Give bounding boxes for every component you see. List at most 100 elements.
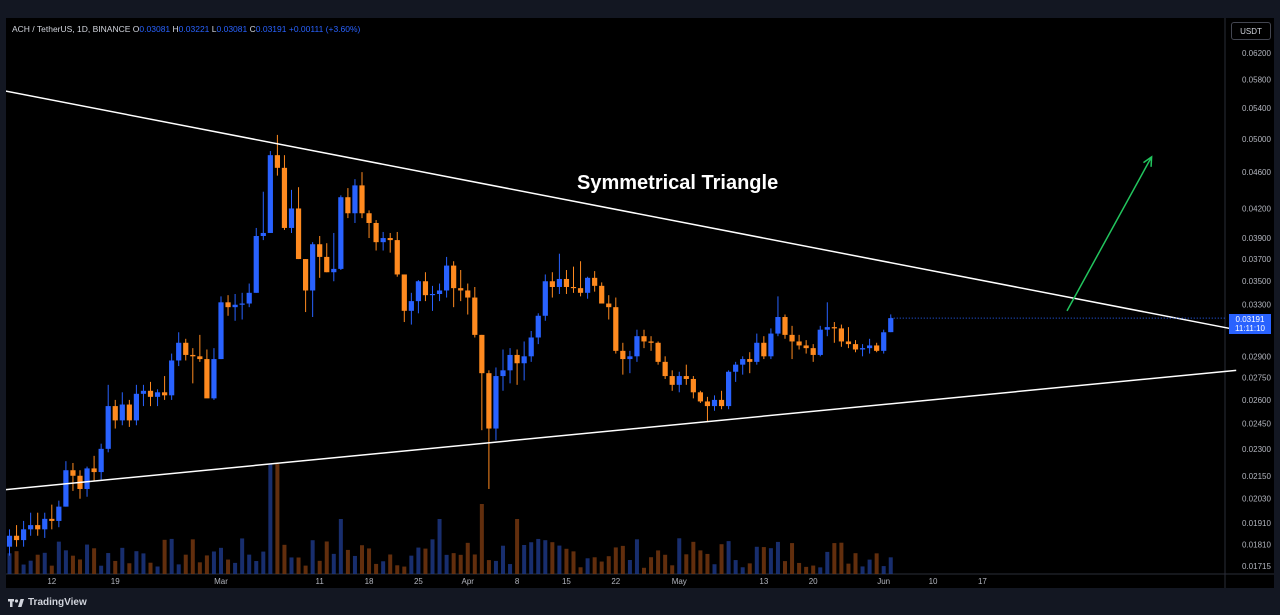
- candle-body: [274, 155, 280, 168]
- candle-body: [429, 293, 436, 296]
- candle-body: [874, 345, 880, 351]
- candle-body: [747, 359, 753, 362]
- volume-bar: [557, 545, 562, 574]
- volume-bar: [677, 538, 682, 574]
- candle-body: [260, 232, 266, 237]
- volume-bar: [268, 464, 273, 574]
- candle-body: [465, 290, 471, 298]
- x-tick-label: 10: [929, 577, 938, 586]
- volume-bar: [747, 563, 752, 574]
- x-tick-label: 11: [316, 577, 325, 586]
- breakout-arrow-head: [1143, 155, 1153, 167]
- y-tick-label: 0.04600: [1242, 168, 1271, 177]
- volume-bar: [536, 538, 541, 574]
- last-price-value: 0.03191: [1235, 315, 1265, 324]
- volume-bar: [761, 547, 766, 574]
- currency-button[interactable]: USDT: [1231, 22, 1271, 40]
- volume-bar: [444, 554, 449, 574]
- y-tick-label: 0.02150: [1242, 472, 1271, 481]
- candle-body: [493, 376, 499, 429]
- price-chart[interactable]: 0.06200 0.05800 0.05400 0.05000 0.04600 0.042…: [6, 18, 1274, 588]
- volume-bar: [99, 565, 104, 574]
- symbol-name[interactable]: ACH / TetherUS, 1D, BINANCE: [12, 24, 131, 34]
- candle-body: [500, 370, 506, 377]
- x-tick-label: 13: [759, 577, 768, 586]
- y-tick-label: 0.04200: [1242, 204, 1271, 213]
- chart-panel[interactable]: 0.06200 0.05800 0.05400 0.05000 0.04600 0.042…: [6, 18, 1274, 588]
- volume-bar: [825, 551, 830, 574]
- volume-bar: [846, 563, 851, 574]
- volume-bar: [818, 567, 823, 574]
- candle-body: [486, 373, 492, 429]
- candle-body: [669, 376, 675, 385]
- x-tick-label: Apr: [462, 577, 475, 586]
- volume-bar: [211, 551, 216, 574]
- volume-bar: [197, 562, 202, 574]
- volume-bar: [698, 550, 703, 574]
- high-value: 0.03221: [178, 24, 210, 34]
- volume-bar: [775, 541, 780, 574]
- candle-body: [824, 327, 830, 330]
- candle-body: [444, 265, 450, 291]
- volume-bar: [416, 547, 421, 574]
- volume-bar: [430, 539, 435, 574]
- footer: TradingView: [8, 597, 87, 608]
- candle-body: [91, 468, 97, 473]
- volume-bar: [613, 547, 618, 574]
- candle-body: [683, 376, 689, 379]
- candle-body: [789, 334, 795, 342]
- candle-body: [190, 354, 196, 357]
- volume-bar: [226, 559, 231, 574]
- candle-body: [775, 317, 781, 334]
- volume-bar: [42, 552, 47, 574]
- symbol-header: ACH / TetherUS, 1D, BINANCE O0.03081 H0.…: [12, 24, 360, 34]
- volume-bar: [374, 563, 379, 574]
- x-tick-label: 22: [611, 577, 620, 586]
- y-tick-label: 0.02030: [1242, 495, 1271, 504]
- volume-bar: [458, 554, 463, 574]
- volume-bar: [247, 554, 252, 574]
- trendline-lower: [6, 369, 1237, 491]
- x-tick-label: May: [672, 577, 687, 586]
- volume-bar: [592, 557, 597, 574]
- volume-bar: [28, 560, 33, 574]
- candle-body: [303, 259, 309, 291]
- volume-bar: [204, 555, 209, 574]
- bar-countdown: 11:11:10: [1235, 324, 1265, 333]
- volume-bar: [642, 567, 646, 574]
- candle-body: [662, 361, 668, 377]
- volume-bar: [296, 557, 301, 574]
- volume-bar: [550, 542, 555, 574]
- volume-bar: [388, 554, 393, 574]
- candle-body: [310, 244, 316, 291]
- candle-body: [577, 288, 584, 293]
- volume-bar: [797, 562, 802, 574]
- volume-bar: [606, 556, 611, 574]
- candle-body: [98, 448, 104, 473]
- volume-bar: [733, 560, 738, 574]
- volume-bar: [620, 545, 625, 574]
- volume-bar: [14, 551, 19, 574]
- candle-body: [458, 288, 464, 291]
- volume-bar: [712, 564, 717, 574]
- volume-bar: [501, 545, 505, 574]
- volume-bar: [881, 566, 886, 574]
- volume-bar: [451, 553, 456, 574]
- volume-bar: [634, 539, 639, 574]
- close-label: C: [249, 24, 256, 34]
- candle-body: [204, 359, 210, 399]
- tradingview-logo-icon[interactable]: [8, 598, 24, 608]
- volume-bar: [162, 539, 167, 574]
- tradingview-brand[interactable]: TradingView: [28, 597, 87, 608]
- y-tick-label: 0.01715: [1242, 562, 1271, 571]
- candle-body: [676, 376, 682, 385]
- candle-body: [599, 285, 605, 304]
- breakout-arrow: [1066, 156, 1153, 312]
- volume-bar: [21, 564, 26, 574]
- volume-bar: [529, 542, 534, 574]
- volume-bar: [578, 567, 583, 574]
- candle-body: [754, 342, 760, 362]
- candle-body: [373, 222, 379, 243]
- volume-bar: [275, 464, 280, 574]
- volume-bar: [585, 558, 590, 574]
